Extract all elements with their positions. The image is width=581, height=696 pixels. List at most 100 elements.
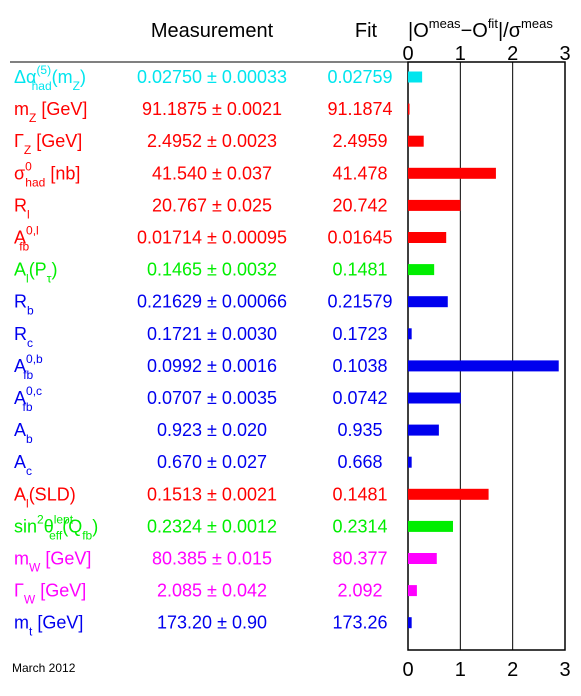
ticks-group: 0 0 1 1 2 2 3 3: [402, 43, 570, 681]
pull-bar: [408, 103, 410, 115]
label-base: A: [14, 260, 26, 280]
row-label: Rb: [14, 292, 34, 318]
pull-bar: [408, 264, 435, 276]
label-tail-end: (Q: [62, 516, 82, 536]
measurement-value: 173.20 ± 0.90: [157, 613, 267, 633]
measurement-value: 0.1721 ± 0.0030: [147, 324, 277, 344]
measurement-value: 0.923 ± 0.020: [157, 420, 267, 440]
label-sup: 2: [37, 512, 44, 526]
pull-bar: [408, 617, 412, 629]
pull-header-meas: meas: [429, 16, 461, 31]
fit-value: 41.478: [332, 163, 387, 183]
label-base: m: [14, 99, 29, 119]
row-label: Rc: [14, 324, 33, 350]
label-base: R: [14, 324, 27, 344]
row-label: ΓW [GeV]: [14, 581, 86, 607]
label-tail: θ: [44, 516, 54, 536]
label-base: Γ: [14, 131, 24, 151]
label-sub: l: [27, 207, 30, 221]
row-label: Δα(5) had(mZ): [14, 63, 86, 93]
label-sup: (5): [36, 63, 51, 77]
pull-header-dash: −O: [461, 20, 488, 42]
label-sub: l: [26, 496, 29, 510]
measurement-value: 91.1875 ± 0.0021: [142, 99, 282, 119]
label-sub: c: [27, 336, 33, 350]
measurement-value: 0.670 ± 0.027: [157, 452, 267, 472]
fit-value: 0.1723: [332, 324, 387, 344]
label-base: m: [14, 549, 29, 569]
fit-value: 2.092: [337, 581, 382, 601]
pull-header-fit: fit: [488, 16, 499, 31]
label-sup: 0: [25, 159, 32, 173]
label-sup: 0,c: [26, 384, 42, 398]
label-tail-sub: τ: [47, 272, 52, 286]
measurement-value: 0.01714 ± 0.00095: [137, 228, 287, 248]
label-tail-sub: eff: [49, 528, 63, 542]
row-label: mt [GeV]: [14, 613, 83, 639]
measurement-value: 2.4952 ± 0.0023: [147, 131, 277, 151]
label-sub: b: [26, 432, 33, 446]
row-label: ΓZ [GeV]: [14, 131, 82, 157]
label-base: σ: [14, 163, 25, 183]
label-base: A: [14, 484, 26, 504]
label-base: Γ: [14, 581, 24, 601]
label-sub: t: [29, 625, 33, 639]
fit-value: 91.1874: [327, 99, 392, 119]
measurement-value: 0.1465 ± 0.0032: [147, 260, 277, 280]
measurement-value: 2.085 ± 0.042: [157, 581, 267, 601]
fit-value: 0.1038: [332, 356, 387, 376]
label-sub: W: [29, 561, 41, 575]
label-tail: (SLD): [29, 484, 76, 504]
label-sub: l: [26, 272, 29, 286]
measurement-value: 0.21629 ± 0.00066: [137, 292, 287, 312]
pull-header-slash: |/σ: [498, 20, 522, 42]
label-sub: fb: [19, 240, 29, 254]
footer-date: March 2012: [12, 661, 76, 675]
measurement-value: 0.0992 ± 0.0016: [147, 356, 277, 376]
fit-value: 0.0742: [332, 388, 387, 408]
label-tail: [GeV]: [31, 131, 82, 151]
label-sub: fb: [23, 368, 33, 382]
tick-label-top: 1: [455, 43, 466, 65]
label-base: R: [14, 292, 27, 312]
fit-value: 20.742: [332, 195, 387, 215]
label-base: A: [14, 420, 26, 440]
fit-value: 0.01645: [327, 228, 392, 248]
pull-bar: [408, 585, 417, 597]
measurement-value: 80.385 ± 0.015: [152, 549, 272, 569]
row-label: Ab: [14, 420, 33, 446]
fit-value: 0.2314: [332, 516, 387, 536]
row-label: Ac: [14, 452, 32, 478]
label-sub: fb: [23, 400, 33, 414]
label-tail: (m: [52, 67, 73, 87]
label-tail: [GeV]: [36, 99, 87, 119]
tick-label-bottom: 3: [559, 659, 570, 681]
pull-bar: [408, 232, 447, 243]
label-tail: (P: [29, 260, 47, 280]
row-label: Al(SLD): [14, 484, 76, 510]
measurement-value: 0.02750 ± 0.00033: [137, 67, 287, 87]
label-sub: had: [32, 79, 52, 93]
pull-bar: [408, 488, 489, 500]
label-tail: [GeV]: [32, 613, 83, 633]
pull-bar: [408, 520, 454, 532]
label-sup: 0,b: [26, 352, 43, 366]
row-label: σ0 had [nb]: [14, 159, 80, 189]
label-tail-end: ): [80, 67, 86, 87]
pull-bar: [408, 71, 423, 83]
label-tail-end: ): [51, 260, 57, 280]
label-sub: Z: [24, 143, 31, 157]
tick-label-bottom: 0: [402, 659, 413, 681]
label-tail-end-sub: fb: [82, 528, 92, 542]
label-sub: W: [24, 593, 36, 607]
pull-bar: [408, 424, 439, 436]
fit-value: 80.377: [332, 549, 387, 569]
pull-header-o: |O: [408, 20, 429, 42]
label-base: m: [14, 613, 29, 633]
label-tail: [GeV]: [40, 549, 91, 569]
label-base: R: [14, 195, 27, 215]
tick-label-top: 3: [559, 43, 570, 65]
tick-label-bottom: 2: [507, 659, 518, 681]
label-tail-close: ): [92, 516, 98, 536]
